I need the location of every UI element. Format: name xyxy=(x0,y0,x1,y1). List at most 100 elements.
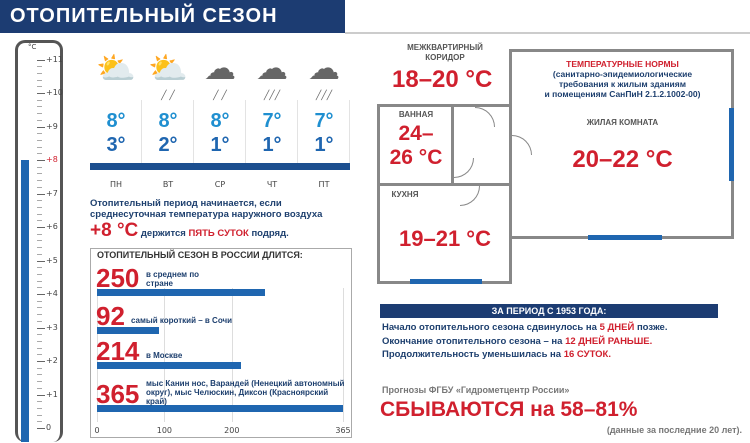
minor-tick xyxy=(37,166,42,168)
minor-tick xyxy=(37,267,42,269)
door xyxy=(460,186,480,206)
sun-cloud-rain-icon: ⛅ xyxy=(148,50,188,86)
minor-tick xyxy=(37,173,42,175)
thermometer-tick: +4 xyxy=(46,289,58,298)
norms-line2: требования к жилым зданиям xyxy=(558,79,687,89)
minor-tick xyxy=(37,106,42,108)
page-title: ОТОПИТЕЛЬНЫЙ СЕЗОН xyxy=(0,0,345,33)
sun-cloud-icon: ⛅ xyxy=(96,50,136,86)
bar-value: 250 xyxy=(96,263,140,293)
forecast-low: 2° xyxy=(158,134,178,156)
forecast-low: 1° xyxy=(314,134,334,156)
minor-tick xyxy=(37,186,42,188)
bath-temp-line1: 24– xyxy=(398,122,434,145)
clouds-heavy-rain-icon: ☁ xyxy=(308,50,340,86)
minor-tick xyxy=(37,213,42,215)
tick-mark xyxy=(37,260,45,262)
minor-tick xyxy=(37,79,42,81)
rule-mid: держится xyxy=(140,228,186,239)
forecast-column xyxy=(90,100,142,163)
bath-label: ВАННАЯ xyxy=(398,110,434,119)
rule-temp: +8 °C xyxy=(90,220,139,241)
grid-line xyxy=(231,288,233,422)
minor-tick xyxy=(37,307,42,309)
minor-tick xyxy=(37,300,42,302)
wall xyxy=(377,104,512,107)
thermometer-tick: +6 xyxy=(46,222,58,231)
tick-mark xyxy=(37,193,45,195)
minor-tick xyxy=(37,387,42,389)
window xyxy=(729,108,734,181)
rule-highlight: ПЯТЬ СУТОК xyxy=(188,228,249,239)
rule-line2: среднесуточная температура наружного воз… xyxy=(90,209,323,220)
bar xyxy=(97,405,343,412)
bar-value: 365 xyxy=(96,379,140,409)
thermometer-tick: +10 xyxy=(46,88,63,97)
forecast-day: ЧТ xyxy=(266,180,278,189)
season-chart xyxy=(90,248,352,438)
thermometer xyxy=(15,40,63,442)
minor-tick xyxy=(37,86,42,88)
history-l1-end: позже. xyxy=(636,322,668,333)
minor-tick xyxy=(37,374,42,376)
grid-line xyxy=(97,288,98,422)
thermometer-tick: +11 xyxy=(46,54,63,64)
minor-tick xyxy=(37,146,42,148)
minor-tick xyxy=(37,247,42,249)
kitchen-temp: 19–21 °C xyxy=(399,226,491,251)
minor-tick xyxy=(37,314,42,316)
minor-tick xyxy=(37,340,42,342)
grid-line xyxy=(164,288,166,422)
minor-tick xyxy=(37,200,42,202)
history-l3: Продолжительность уменьшилась на xyxy=(382,349,562,360)
minor-tick xyxy=(37,66,42,68)
x-tick-label: 0 xyxy=(94,426,100,435)
forecast-high: 7° xyxy=(314,110,334,132)
forecast-note: (данные за последние 20 лет). xyxy=(606,425,742,435)
divider xyxy=(345,32,750,34)
minor-tick xyxy=(37,414,42,416)
tick-mark xyxy=(37,428,45,429)
forecast-day: СР xyxy=(214,180,226,189)
bar-description: самый короткий – в Сочи xyxy=(131,316,233,325)
forecast-high: 7° xyxy=(262,110,282,132)
living-label: ЖИЛАЯ КОМНАТА xyxy=(586,118,659,127)
living-temp: 20–22 °C xyxy=(572,146,673,173)
rule-line1: Отопительный период начинается, если xyxy=(90,198,282,209)
thermometer-tick: +3 xyxy=(46,322,58,332)
forecast-accuracy: СБЫВАЮТСЯ на 58–81% xyxy=(380,398,638,421)
history-header: ЗА ПЕРИОД С 1953 ГОДА: xyxy=(380,304,718,318)
tick-mark xyxy=(37,394,45,396)
minor-tick xyxy=(37,367,42,369)
rain-icon: ╱ ╱ xyxy=(213,91,227,101)
minor-tick xyxy=(37,113,42,115)
minor-tick xyxy=(37,280,42,282)
thermometer-tick: +9 xyxy=(46,121,58,131)
thermometer-tick: +1 xyxy=(46,389,58,399)
window xyxy=(410,279,482,284)
bar xyxy=(97,362,242,369)
norms-line1: (санитарно-эпидемиологические xyxy=(552,69,693,79)
forecast-high: 8° xyxy=(210,110,230,132)
forecast-low: 1° xyxy=(262,134,282,156)
forecast-day: ПТ xyxy=(318,180,330,189)
wall xyxy=(451,104,454,184)
minor-tick xyxy=(37,220,42,222)
bath-temp-line2: 26 °C xyxy=(389,146,443,169)
tick-mark xyxy=(37,327,45,329)
history-l1: Начало отопительного сезона сдвинулось н… xyxy=(382,322,597,333)
forecast-high: 8° xyxy=(106,110,126,132)
bar xyxy=(97,289,266,296)
wall xyxy=(509,49,512,284)
thermometer-unit: °C xyxy=(28,43,37,51)
minor-tick xyxy=(37,407,42,409)
bar-value: 92 xyxy=(96,301,125,331)
forecast-low: 1° xyxy=(210,134,230,156)
minor-tick xyxy=(37,273,42,275)
minor-tick xyxy=(37,421,42,423)
minor-tick xyxy=(37,240,42,242)
tick-mark xyxy=(37,160,45,161)
door xyxy=(454,158,474,178)
rain-icon: ╱╱╱ xyxy=(315,91,333,101)
bar-description: мыс Канин нос, Варандей (Ненецкий автоно… xyxy=(146,379,345,406)
